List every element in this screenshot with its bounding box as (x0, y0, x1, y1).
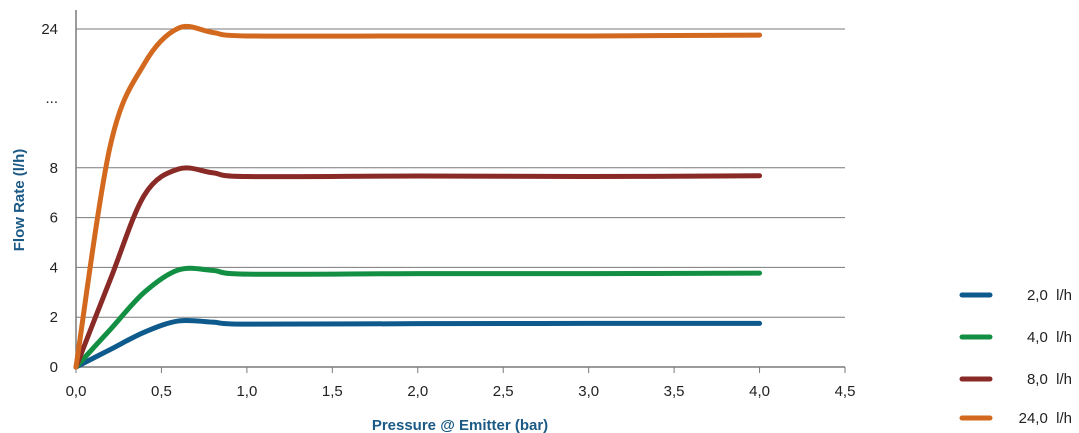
y-tick-label: ... (45, 90, 58, 107)
y-tick-label: 0 (50, 359, 58, 376)
x-tick-label: 4,0 (749, 383, 770, 400)
x-tick-label: 1,5 (322, 383, 343, 400)
x-axis-title: Pressure @ Emitter (bar) (372, 417, 548, 433)
x-tick-label: 0,0 (66, 383, 87, 400)
legend: 2,0 l/h 4,0 l/h 8,0 l/h 24,0 l/h (959, 287, 1072, 427)
x-tick-label: 3,0 (578, 383, 599, 400)
legend-label: 8,0 l/h (1027, 371, 1072, 388)
y-tick-label: 2 (50, 309, 58, 326)
legend-label: 24,0 l/h (1019, 410, 1072, 427)
x-tick-labels: 0,0 0,5 1,0 1,5 2,0 2,5 3,0 3,5 4,0 4,5 (66, 383, 856, 400)
y-axis-title: Flow Rate (l/h) (11, 149, 28, 252)
x-tick-label: 2,5 (493, 383, 514, 400)
legend-label: 4,0 l/h (1027, 329, 1072, 346)
series-line-4 (73, 23, 763, 370)
y-tick-label: 8 (50, 160, 58, 177)
x-tick-label: 2,0 (407, 383, 428, 400)
axes (75, 10, 846, 373)
legend-label: 2,0 l/h (1027, 287, 1072, 304)
y-tick-label: 6 (50, 210, 58, 227)
x-tick-label: 1,0 (236, 383, 257, 400)
y-tick-label: 24 (41, 21, 58, 38)
series-line-3 (73, 165, 763, 370)
x-tick-label: 3,5 (664, 383, 685, 400)
x-tick-label: 4,5 (835, 383, 856, 400)
series-line-1 (73, 317, 763, 370)
series-line-2 (73, 265, 763, 370)
series-lines (73, 23, 763, 370)
y-tick-label: 4 (50, 259, 58, 276)
x-tick-label: 0,5 (151, 383, 172, 400)
